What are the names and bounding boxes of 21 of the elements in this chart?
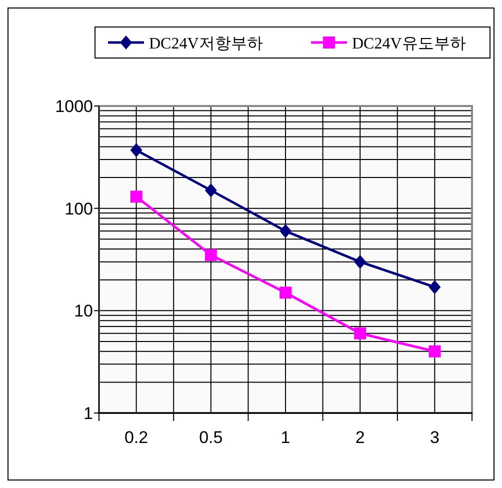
point bbox=[130, 143, 142, 158]
legend-label: DC24V저항부하 bbox=[149, 36, 263, 52]
point bbox=[428, 345, 441, 358]
point bbox=[428, 280, 441, 294]
x-tick-label: 2 bbox=[355, 428, 365, 447]
y-tick-label: 1000 bbox=[55, 97, 93, 116]
point bbox=[280, 224, 292, 238]
point bbox=[130, 190, 142, 203]
y-tick-label: 100 bbox=[64, 199, 93, 218]
point bbox=[280, 286, 292, 299]
y-tick-label: 1 bbox=[84, 404, 93, 423]
x-tick-label: 1 bbox=[280, 428, 290, 447]
x-tick-label: 0.2 bbox=[124, 428, 148, 447]
point bbox=[354, 327, 366, 340]
point bbox=[204, 248, 217, 261]
x-tick-label: 0.5 bbox=[199, 428, 223, 447]
x-tick-label: 3 bbox=[430, 428, 440, 447]
point bbox=[354, 254, 366, 269]
y-tick-label: 10 bbox=[74, 302, 93, 321]
point bbox=[204, 183, 217, 198]
legend-label: DC24V유도부하 bbox=[352, 36, 466, 52]
